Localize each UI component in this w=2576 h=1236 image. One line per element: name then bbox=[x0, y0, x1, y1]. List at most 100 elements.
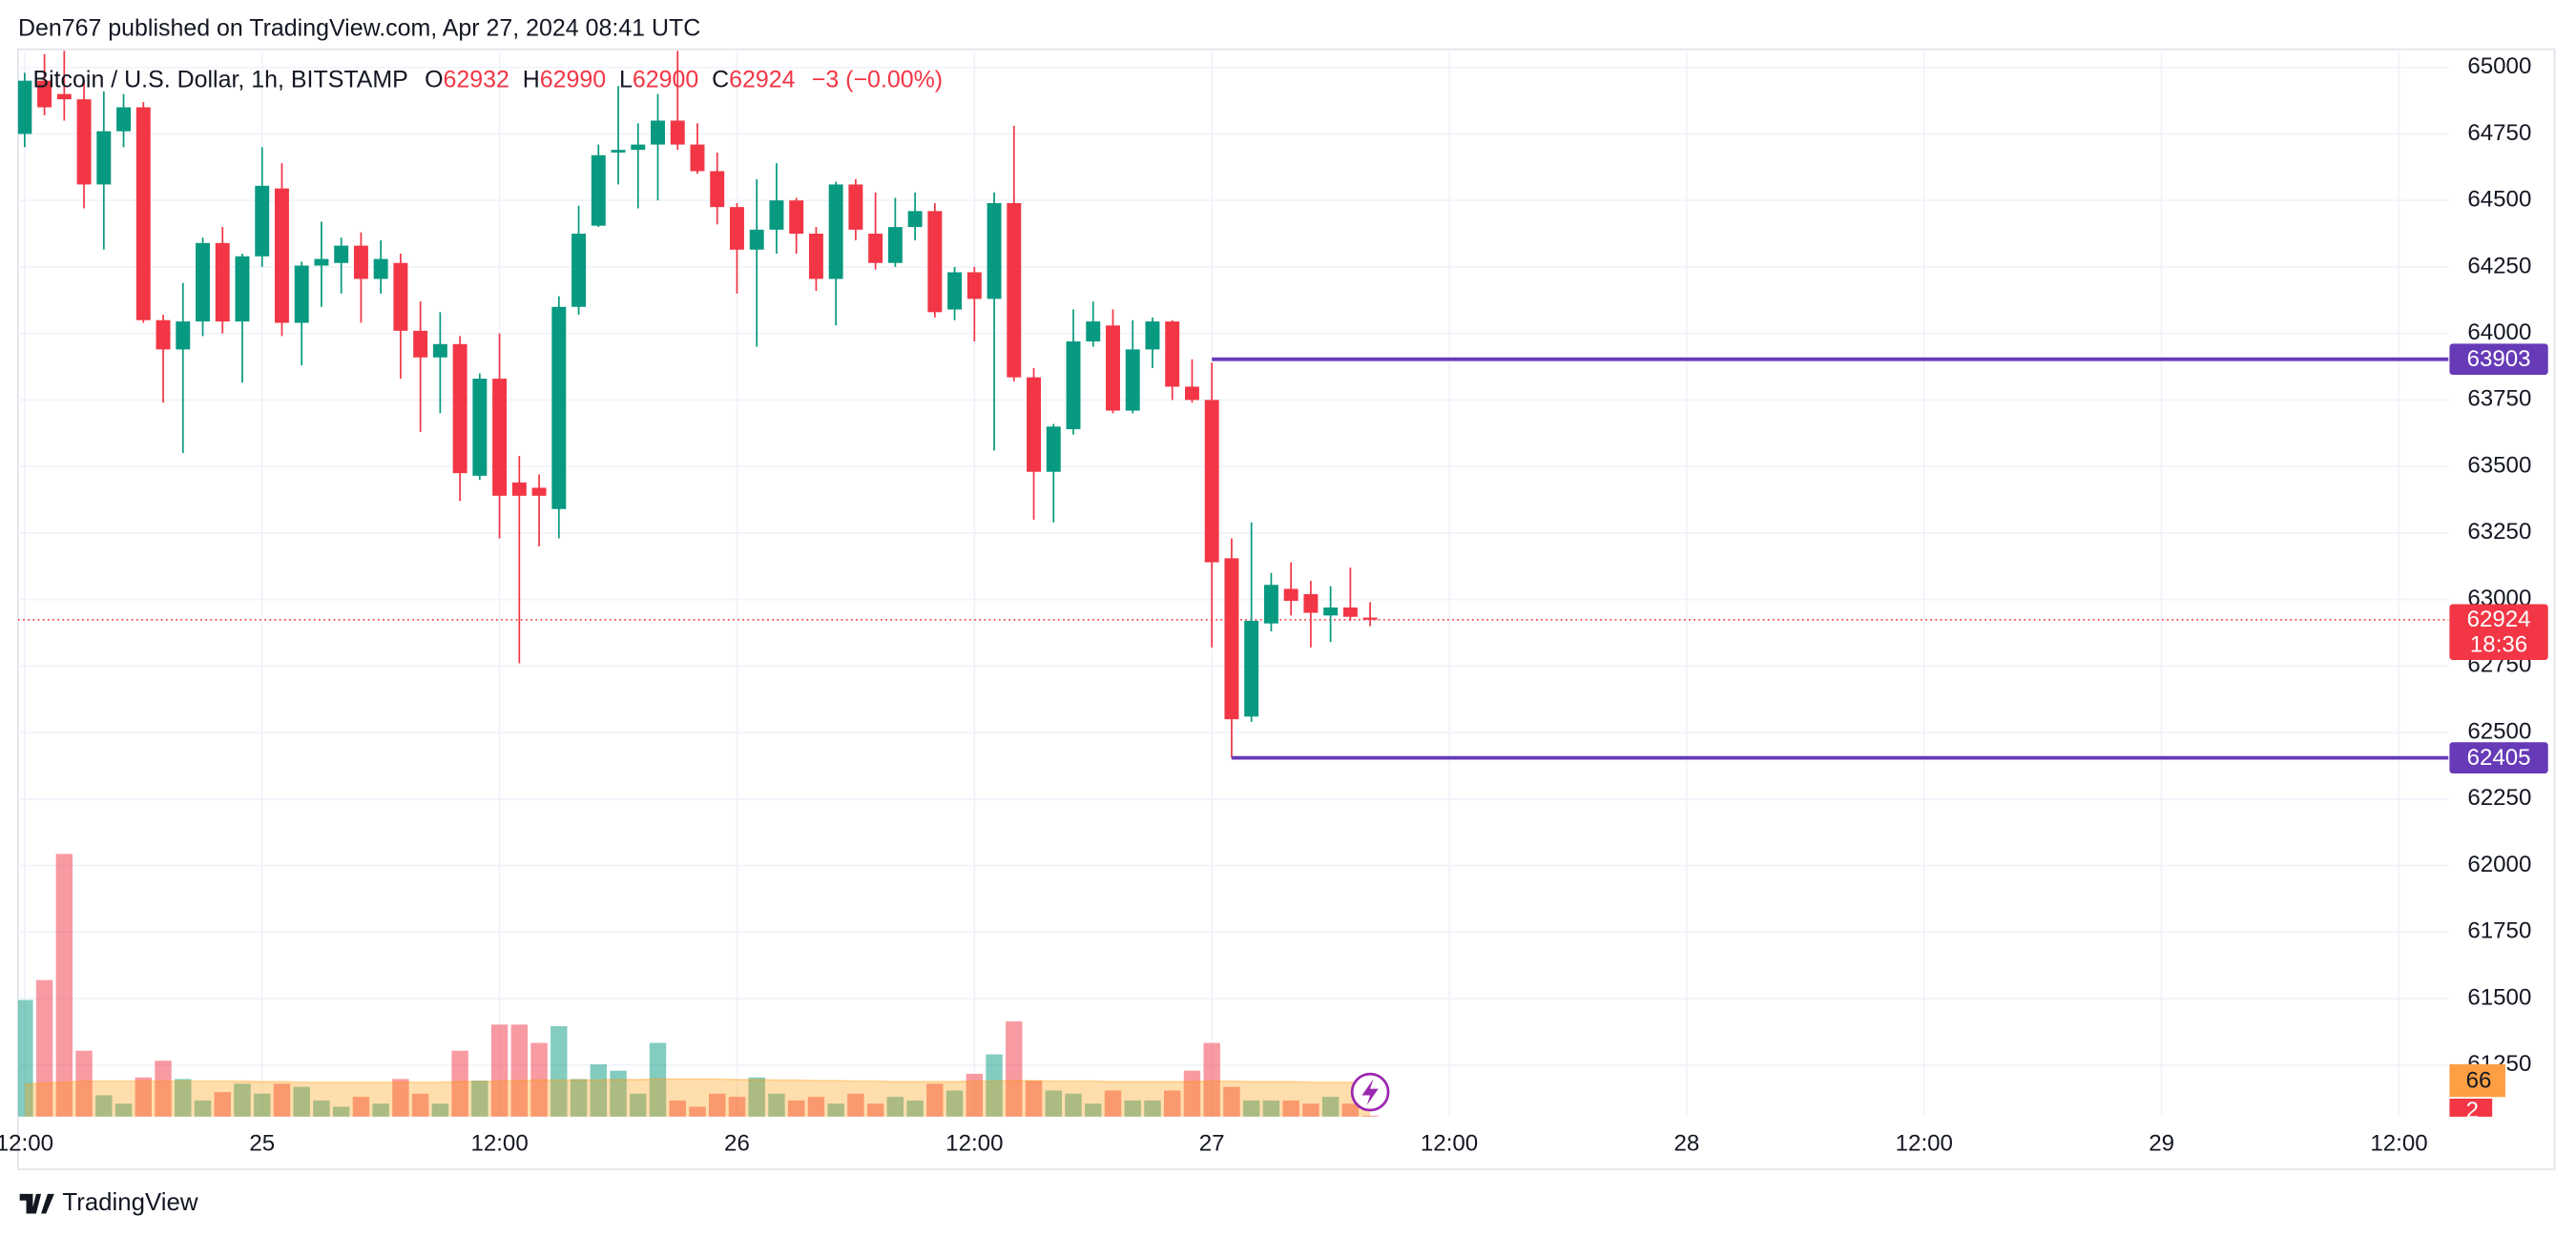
candle-body bbox=[135, 107, 151, 320]
volume-bar bbox=[35, 979, 53, 1117]
level-label-bg bbox=[2449, 742, 2548, 773]
x-tick-label: 12:00 bbox=[1896, 1131, 1953, 1157]
candle-body bbox=[294, 265, 309, 323]
candle-body bbox=[789, 200, 804, 235]
candle-body bbox=[56, 93, 72, 100]
candle-body bbox=[17, 80, 32, 134]
candle-body bbox=[1244, 620, 1259, 717]
candle-body bbox=[571, 234, 587, 307]
volume-bar bbox=[273, 1083, 291, 1117]
volume-bar bbox=[926, 1083, 944, 1117]
volume-bar bbox=[114, 1103, 133, 1117]
candle-body bbox=[76, 99, 92, 185]
legend-change: −3 (−0.00%) bbox=[812, 66, 943, 93]
candle-body bbox=[868, 234, 883, 263]
candle-body bbox=[215, 242, 230, 322]
volume-bar bbox=[945, 1090, 964, 1117]
volume-bar bbox=[728, 1097, 746, 1117]
alert-icon[interactable] bbox=[1350, 1072, 1390, 1112]
candle-body bbox=[196, 242, 210, 322]
volume-bar bbox=[17, 999, 33, 1117]
x-tick-label: 29 bbox=[2149, 1131, 2174, 1157]
candle-body bbox=[887, 227, 903, 263]
candle-body bbox=[1204, 400, 1219, 563]
volume-bar bbox=[1183, 1070, 1201, 1117]
candle-body bbox=[907, 211, 923, 228]
volume-bar bbox=[610, 1070, 627, 1117]
candle-body bbox=[1106, 325, 1120, 411]
volume-bar bbox=[490, 1024, 509, 1117]
volume-bar bbox=[748, 1077, 765, 1117]
volume-bar bbox=[332, 1106, 350, 1117]
x-tick-label: 26 bbox=[724, 1131, 750, 1157]
candle-body bbox=[432, 343, 447, 358]
candle-body bbox=[334, 245, 349, 263]
y-tick-label: 63750 bbox=[2467, 386, 2531, 412]
legend-low: 62900 bbox=[633, 66, 698, 93]
legend-high: 62990 bbox=[540, 66, 606, 93]
candle-body bbox=[848, 184, 863, 230]
volume-bar bbox=[1361, 1115, 1379, 1117]
volume-label: 2 bbox=[2466, 1098, 2479, 1123]
y-tick-label: 63250 bbox=[2467, 519, 2531, 545]
candle-body bbox=[472, 379, 488, 476]
y-tick-label: 64500 bbox=[2467, 187, 2531, 213]
candle-body bbox=[274, 188, 289, 323]
candle-body bbox=[729, 207, 744, 250]
x-tick-label: 25 bbox=[249, 1131, 275, 1157]
volume-bar bbox=[1045, 1090, 1062, 1117]
volume-bar bbox=[689, 1106, 706, 1117]
y-tick-label: 64000 bbox=[2467, 319, 2531, 345]
volume-ma-line bbox=[24, 1078, 1371, 1085]
candle-body bbox=[927, 211, 943, 313]
volume-bar bbox=[1104, 1090, 1122, 1117]
volume-bar bbox=[827, 1103, 844, 1117]
x-tick-label: 12:00 bbox=[0, 1131, 53, 1157]
volume-bar bbox=[75, 1050, 93, 1117]
volume-bar bbox=[966, 1073, 984, 1117]
volume-bar bbox=[431, 1103, 449, 1117]
x-tick-label: 28 bbox=[1674, 1131, 1700, 1157]
candle-body bbox=[176, 321, 191, 350]
price-label: 62924 bbox=[2467, 607, 2531, 632]
volume-bar bbox=[530, 1042, 548, 1117]
candle-body bbox=[1145, 321, 1160, 350]
level-label: 63903 bbox=[2467, 346, 2531, 372]
volume-bar bbox=[510, 1024, 529, 1117]
legend-close-label: C bbox=[712, 66, 729, 93]
legend-low-label: L bbox=[619, 66, 633, 93]
candle-body bbox=[591, 154, 606, 226]
y-tick-label: 62000 bbox=[2467, 852, 2531, 877]
candle-body bbox=[611, 150, 626, 153]
y-tick-label: 62250 bbox=[2467, 785, 2531, 811]
volume-bar bbox=[55, 854, 73, 1117]
candle-body bbox=[1283, 588, 1298, 602]
candle-body bbox=[670, 120, 685, 145]
candle-body bbox=[452, 343, 467, 474]
volume-bar bbox=[886, 1097, 904, 1117]
candle-body bbox=[96, 131, 112, 185]
y-tick-label: 65000 bbox=[2467, 53, 2531, 79]
volume-bar bbox=[313, 1100, 330, 1117]
legend-open: 62932 bbox=[444, 66, 509, 93]
candle-body bbox=[690, 144, 705, 172]
chart-frame bbox=[17, 48, 2556, 1170]
candle-body bbox=[116, 107, 132, 132]
x-tick-label: 12:00 bbox=[945, 1131, 1003, 1157]
volume-bar bbox=[649, 1042, 667, 1117]
volume-bar bbox=[807, 1097, 825, 1117]
volume-bar bbox=[234, 1083, 251, 1117]
candle-body bbox=[710, 171, 725, 208]
volume-ma-label: 66 bbox=[2466, 1067, 2492, 1093]
volume-bar bbox=[254, 1093, 271, 1117]
volume-bar bbox=[1006, 1021, 1023, 1117]
volume-bar bbox=[1242, 1100, 1260, 1117]
volume-bar bbox=[570, 1079, 588, 1117]
x-tick-label: 27 bbox=[1199, 1131, 1225, 1157]
candle-body bbox=[631, 144, 646, 151]
x-tick-label: 12:00 bbox=[1421, 1131, 1478, 1157]
volume-bar bbox=[1262, 1100, 1280, 1117]
volume-bar bbox=[175, 1079, 192, 1117]
y-tick-label: 62500 bbox=[2467, 718, 2531, 744]
